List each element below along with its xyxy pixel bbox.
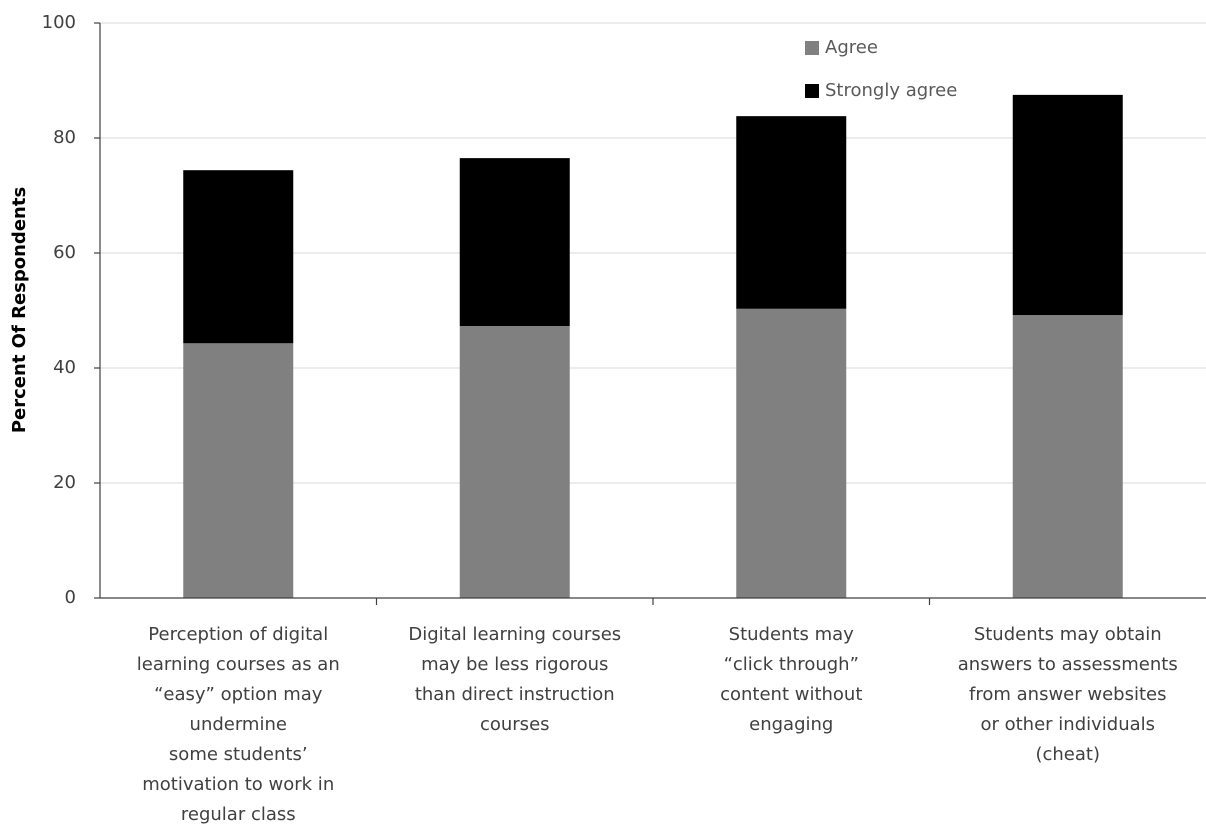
x-tick-label: Students may obtain answers to assessment… (958, 624, 1178, 765)
y-tick-label: 0 (65, 587, 76, 608)
bar-segment (459, 158, 570, 327)
legend-swatch (805, 84, 819, 98)
bar-segment (1012, 315, 1123, 598)
y-tick-label: 80 (53, 127, 76, 148)
bar-segment (183, 343, 294, 598)
y-tick-label: 100 (42, 12, 76, 33)
bar-segment (1012, 94, 1123, 316)
bar-segment (459, 326, 570, 598)
x-tick-label: Digital learning courses may be less rigo… (408, 624, 621, 735)
legend-label: Strongly agree (825, 80, 957, 101)
y-tick-label: 40 (53, 357, 76, 378)
bar-segment (736, 308, 847, 598)
y-axis-label: Percent Of Respondents (9, 187, 30, 433)
y-tick-label: 60 (53, 242, 76, 263)
legend-swatch (805, 41, 819, 55)
bar-segment (736, 116, 847, 309)
y-tick-label: 20 (53, 472, 76, 493)
x-tick-label: Students may “click through” content witho… (720, 624, 862, 735)
legend-label: Agree (825, 37, 878, 58)
bar-segment (183, 170, 294, 344)
x-tick-label: Perception of digital learning courses as… (137, 624, 340, 825)
